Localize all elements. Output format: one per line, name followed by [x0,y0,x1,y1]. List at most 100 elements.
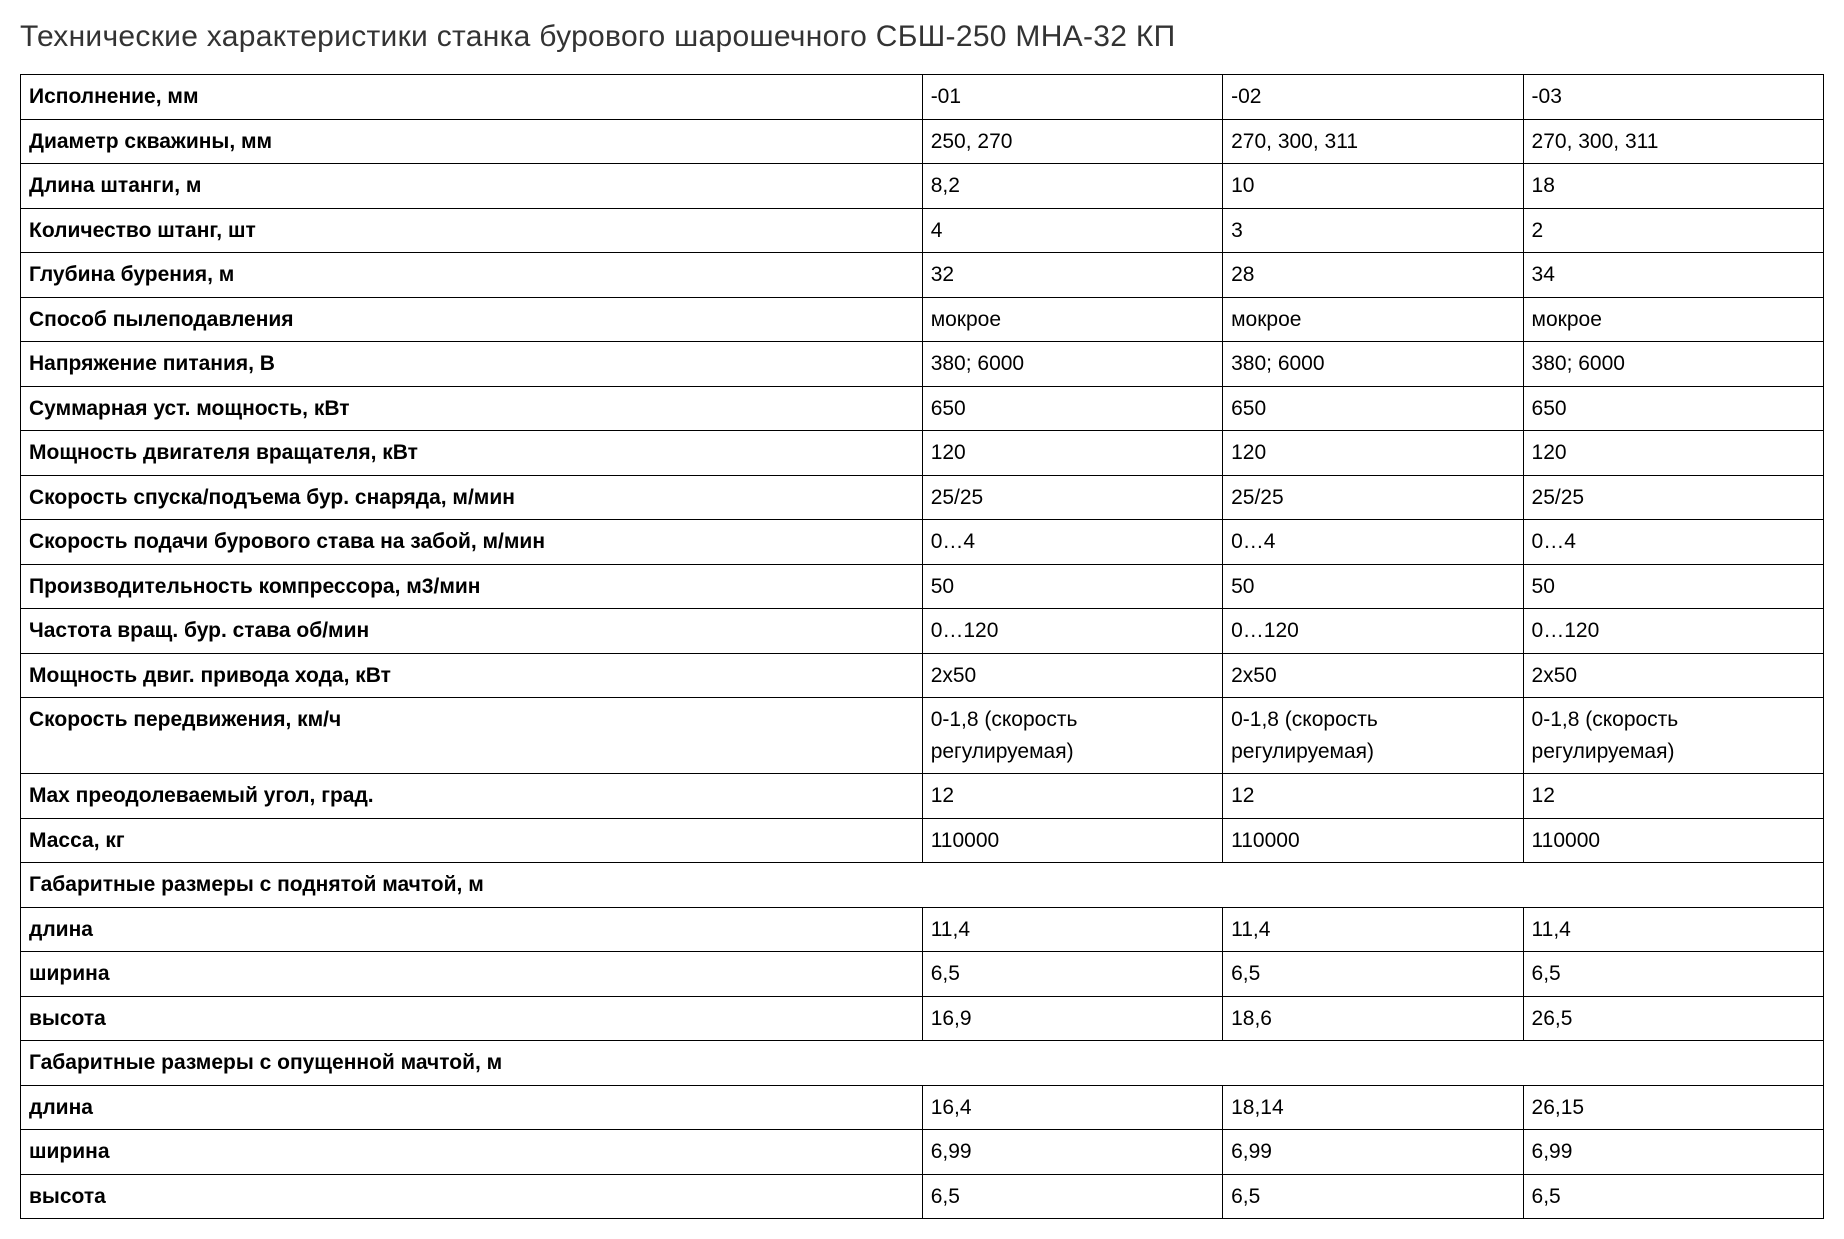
row-value: 380; 6000 [1523,342,1823,387]
table-row: высота6,56,56,5 [21,1174,1824,1219]
table-row: Габаритные размеры с опущенной мачтой, м [21,1041,1824,1086]
table-row: Скорость передвижения, км/ч0-1,8 (скорос… [21,698,1824,774]
row-label: высота [21,996,923,1041]
row-value: 11,4 [922,907,1222,952]
row-value: 6,5 [1223,1174,1523,1219]
row-label: Глубина бурения, м [21,253,923,298]
row-label: Скорость передвижения, км/ч [21,698,923,774]
table-row: Длина штанги, м8,21018 [21,164,1824,209]
table-row: высота16,918,626,5 [21,996,1824,1041]
table-row: Глубина бурения, м322834 [21,253,1824,298]
row-value: 12 [1523,774,1823,819]
row-label: Количество штанг, шт [21,208,923,253]
table-row: Масса, кг110000110000110000 [21,818,1824,863]
table-row: Мощность двиг. привода хода, кВт2х502х50… [21,653,1824,698]
row-value: 2х50 [1523,653,1823,698]
row-value: 25/25 [922,475,1222,520]
row-label: длина [21,907,923,952]
row-value: 12 [1223,774,1523,819]
row-value: 110000 [1223,818,1523,863]
row-value: 0-1,8 (скорость регулируемая) [922,698,1222,774]
row-value: 120 [1223,431,1523,476]
row-value: 32 [922,253,1222,298]
row-label: Max преодолеваемый угол, град. [21,774,923,819]
table-row: Скорость подачи бурового става на забой,… [21,520,1824,565]
row-value: 120 [1523,431,1823,476]
row-value: 6,5 [1523,952,1823,997]
row-value: 0…4 [1523,520,1823,565]
header-c1: -01 [922,75,1222,120]
table-row: Частота вращ. бур. става об/мин0…1200…12… [21,609,1824,654]
row-value: 4 [922,208,1222,253]
row-value: 6,99 [1523,1130,1823,1175]
row-value: мокрое [1523,297,1823,342]
row-value: мокрое [1223,297,1523,342]
spec-table: Исполнение, мм -01 -02 -03 Диаметр скваж… [20,74,1824,1219]
row-label: длина [21,1085,923,1130]
row-value: 16,4 [922,1085,1222,1130]
row-label: Способ пылеподавления [21,297,923,342]
row-value: 250, 270 [922,119,1222,164]
row-value: 26,5 [1523,996,1823,1041]
row-value: 11,4 [1223,907,1523,952]
row-label: Напряжение питания, В [21,342,923,387]
row-value: 2х50 [1223,653,1523,698]
header-c2: -02 [1223,75,1523,120]
row-value: 110000 [922,818,1222,863]
header-c3: -03 [1523,75,1823,120]
row-value: 650 [1223,386,1523,431]
row-value: 0…120 [1523,609,1823,654]
row-value: 18,14 [1223,1085,1523,1130]
row-value: 110000 [1523,818,1823,863]
row-label: Скорость подачи бурового става на забой,… [21,520,923,565]
row-label: ширина [21,1130,923,1175]
row-label: ширина [21,952,923,997]
row-value: 2 [1523,208,1823,253]
table-row: Количество штанг, шт432 [21,208,1824,253]
row-label: Производительность компрессора, м3/мин [21,564,923,609]
row-value: 120 [922,431,1222,476]
row-value: 3 [1223,208,1523,253]
table-row: Производительность компрессора, м3/мин50… [21,564,1824,609]
table-row: длина16,418,1426,15 [21,1085,1824,1130]
row-label: Частота вращ. бур. става об/мин [21,609,923,654]
row-value: 380; 6000 [1223,342,1523,387]
row-label: Масса, кг [21,818,923,863]
row-value: 0…4 [922,520,1222,565]
table-row: Мощность двигателя вращателя, кВт1201201… [21,431,1824,476]
table-row: Суммарная уст. мощность, кВт650650650 [21,386,1824,431]
table-header-row: Исполнение, мм -01 -02 -03 [21,75,1824,120]
row-value: 10 [1223,164,1523,209]
row-value: 270, 300, 311 [1523,119,1823,164]
row-value: 2х50 [922,653,1222,698]
table-row: длина11,411,411,4 [21,907,1824,952]
row-value: 6,5 [1523,1174,1823,1219]
row-label: высота [21,1174,923,1219]
page-title: Технические характеристики станка бурово… [20,20,1824,54]
row-value: 6,5 [1223,952,1523,997]
row-value: 25/25 [1223,475,1523,520]
row-value: 34 [1523,253,1823,298]
table-row: Max преодолеваемый угол, град.121212 [21,774,1824,819]
row-value: 50 [1223,564,1523,609]
table-row: Габаритные размеры с поднятой мачтой, м [21,863,1824,908]
section-header: Габаритные размеры с поднятой мачтой, м [21,863,1824,908]
table-row: Скорость спуска/подъема бур. снаряда, м/… [21,475,1824,520]
row-value: 6,99 [922,1130,1222,1175]
row-value: 18 [1523,164,1823,209]
row-value: 50 [922,564,1222,609]
row-value: 0…4 [1223,520,1523,565]
row-value: 380; 6000 [922,342,1222,387]
row-label: Длина штанги, м [21,164,923,209]
row-value: 11,4 [1523,907,1823,952]
row-value: 0-1,8 (скорость регулируемая) [1523,698,1823,774]
row-value: 0…120 [1223,609,1523,654]
row-value: 270, 300, 311 [1223,119,1523,164]
row-label: Мощность двигателя вращателя, кВт [21,431,923,476]
row-value: 26,15 [1523,1085,1823,1130]
row-value: мокрое [922,297,1222,342]
row-label: Мощность двиг. привода хода, кВт [21,653,923,698]
section-header: Габаритные размеры с опущенной мачтой, м [21,1041,1824,1086]
row-value: 6,5 [922,952,1222,997]
row-value: 0…120 [922,609,1222,654]
